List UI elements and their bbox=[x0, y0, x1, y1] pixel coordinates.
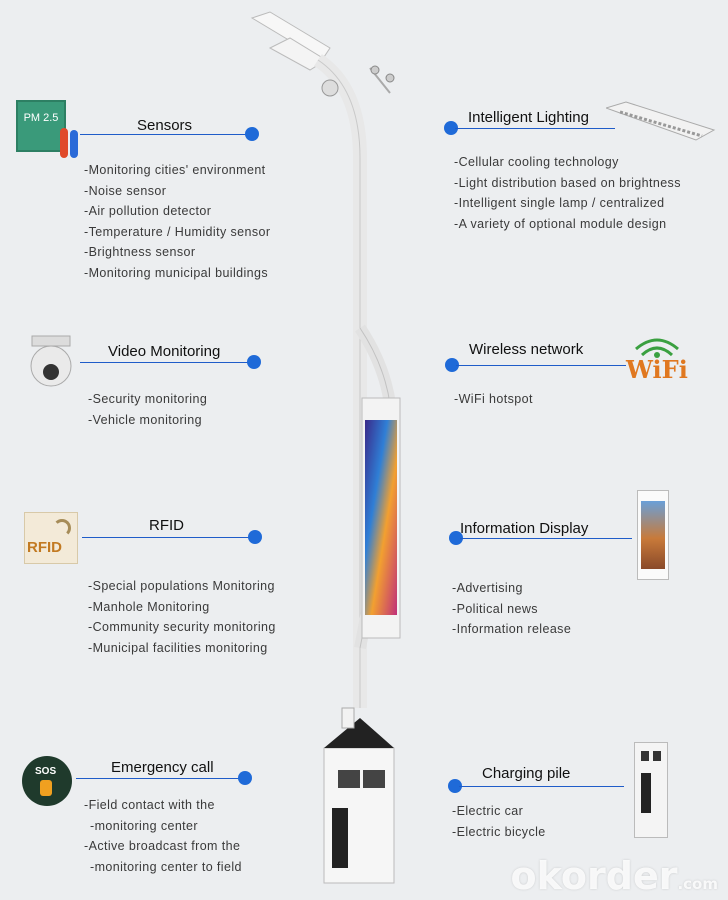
list-item: Electric bicycle bbox=[452, 822, 546, 843]
emergency-list: Field contact with the monitoring center… bbox=[84, 795, 242, 877]
sensors-list: Monitoring cities' environment Noise sen… bbox=[84, 160, 270, 283]
list-item: Active broadcast from the bbox=[84, 836, 242, 857]
charging-pile-icon bbox=[634, 742, 668, 838]
list-item: Security monitoring bbox=[88, 389, 207, 410]
list-item: Electric car bbox=[452, 801, 546, 822]
wifi-logo-icon: WiFi bbox=[624, 333, 690, 385]
lighting-list: Cellular cooling technology Light distri… bbox=[454, 152, 681, 234]
smart-pole-illustration bbox=[250, 11, 401, 884]
emergency-dot bbox=[238, 771, 252, 785]
list-item: Monitoring cities' environment bbox=[84, 160, 270, 181]
sos-hand-icon: SOS bbox=[22, 756, 72, 806]
rfid-title: RFID bbox=[149, 517, 184, 534]
list-item: Political news bbox=[452, 599, 571, 620]
list-item: Brightness sensor bbox=[84, 242, 270, 263]
charging-list: Electric car Electric bicycle bbox=[452, 801, 546, 842]
pm25-thermometer-icon: PM 2.5 bbox=[16, 100, 78, 160]
list-item: Community security monitoring bbox=[88, 617, 276, 638]
list-item: Manhole Monitoring bbox=[88, 597, 276, 618]
sensors-title: Sensors bbox=[137, 117, 193, 134]
list-item: Special populations Monitoring bbox=[88, 576, 276, 597]
list-item: Advertising bbox=[452, 578, 571, 599]
list-item: monitoring center bbox=[84, 816, 242, 837]
street-lamp-head-icon bbox=[606, 101, 716, 141]
rfid-list: Special populations Monitoring Manhole M… bbox=[88, 576, 276, 658]
dome-camera-icon bbox=[30, 335, 72, 387]
list-item: Air pollution detector bbox=[84, 201, 270, 222]
display-dot bbox=[449, 531, 463, 545]
list-item: Intelligent single lamp / centralized bbox=[454, 193, 681, 214]
video-title: Video Monitoring bbox=[108, 343, 221, 360]
list-item: Monitoring municipal buildings bbox=[84, 263, 270, 284]
list-item: WiFi hotspot bbox=[454, 389, 533, 410]
sensors-dot bbox=[245, 127, 259, 141]
list-item: Vehicle monitoring bbox=[88, 410, 207, 431]
display-list: Advertising Political news Information r… bbox=[452, 578, 571, 640]
video-list: Security monitoring Vehicle monitoring bbox=[88, 389, 207, 430]
display-title: Information Display bbox=[460, 520, 589, 537]
list-item: Municipal facilities monitoring bbox=[88, 638, 276, 659]
wireless-dot bbox=[445, 358, 459, 372]
list-item: Cellular cooling technology bbox=[454, 152, 681, 173]
wireless-title: Wireless network bbox=[469, 341, 584, 358]
list-item: Temperature / Humidity sensor bbox=[84, 222, 270, 243]
list-item: Noise sensor bbox=[84, 181, 270, 202]
okorder-watermark: okorder.com bbox=[510, 854, 718, 898]
list-item: Information release bbox=[452, 619, 571, 640]
list-item: Light distribution based on brightness bbox=[454, 173, 681, 194]
emergency-title: Emergency call bbox=[111, 759, 214, 776]
wireless-list: WiFi hotspot bbox=[454, 389, 533, 410]
charging-title: Charging pile bbox=[482, 765, 571, 782]
list-item: A variety of optional module design bbox=[454, 214, 681, 235]
video-dot bbox=[247, 355, 261, 369]
lighting-dot bbox=[444, 121, 458, 135]
list-item: monitoring center to field bbox=[84, 857, 242, 878]
rfid-dot bbox=[248, 530, 262, 544]
display-screen-icon bbox=[637, 490, 669, 580]
rfid-icon: RFID bbox=[24, 512, 78, 564]
lighting-title: Intelligent Lighting bbox=[468, 109, 589, 126]
charging-dot bbox=[448, 779, 462, 793]
list-item: Field contact with the bbox=[84, 795, 242, 816]
